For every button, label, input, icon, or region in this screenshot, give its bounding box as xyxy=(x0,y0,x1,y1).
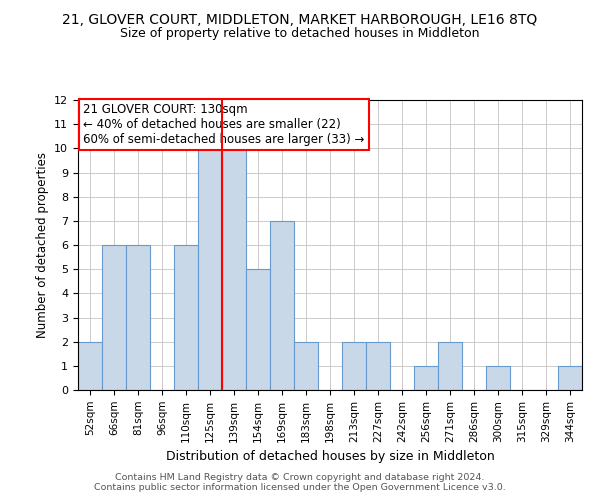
Text: 21, GLOVER COURT, MIDDLETON, MARKET HARBOROUGH, LE16 8TQ: 21, GLOVER COURT, MIDDLETON, MARKET HARB… xyxy=(62,12,538,26)
Text: 21 GLOVER COURT: 130sqm
← 40% of detached houses are smaller (22)
60% of semi-de: 21 GLOVER COURT: 130sqm ← 40% of detache… xyxy=(83,103,364,146)
Bar xyxy=(558,366,582,390)
X-axis label: Distribution of detached houses by size in Middleton: Distribution of detached houses by size … xyxy=(166,450,494,463)
Bar xyxy=(126,245,150,390)
Bar xyxy=(78,342,102,390)
Bar xyxy=(438,342,462,390)
Text: Contains HM Land Registry data © Crown copyright and database right 2024.
Contai: Contains HM Land Registry data © Crown c… xyxy=(94,473,506,492)
Bar xyxy=(486,366,510,390)
Bar xyxy=(198,148,222,390)
Text: Size of property relative to detached houses in Middleton: Size of property relative to detached ho… xyxy=(120,28,480,40)
Bar xyxy=(342,342,366,390)
Bar xyxy=(294,342,318,390)
Bar xyxy=(246,269,270,390)
Bar xyxy=(174,245,198,390)
Bar xyxy=(366,342,390,390)
Bar xyxy=(270,221,294,390)
Bar xyxy=(102,245,126,390)
Bar xyxy=(222,148,246,390)
Bar xyxy=(414,366,438,390)
Y-axis label: Number of detached properties: Number of detached properties xyxy=(35,152,49,338)
